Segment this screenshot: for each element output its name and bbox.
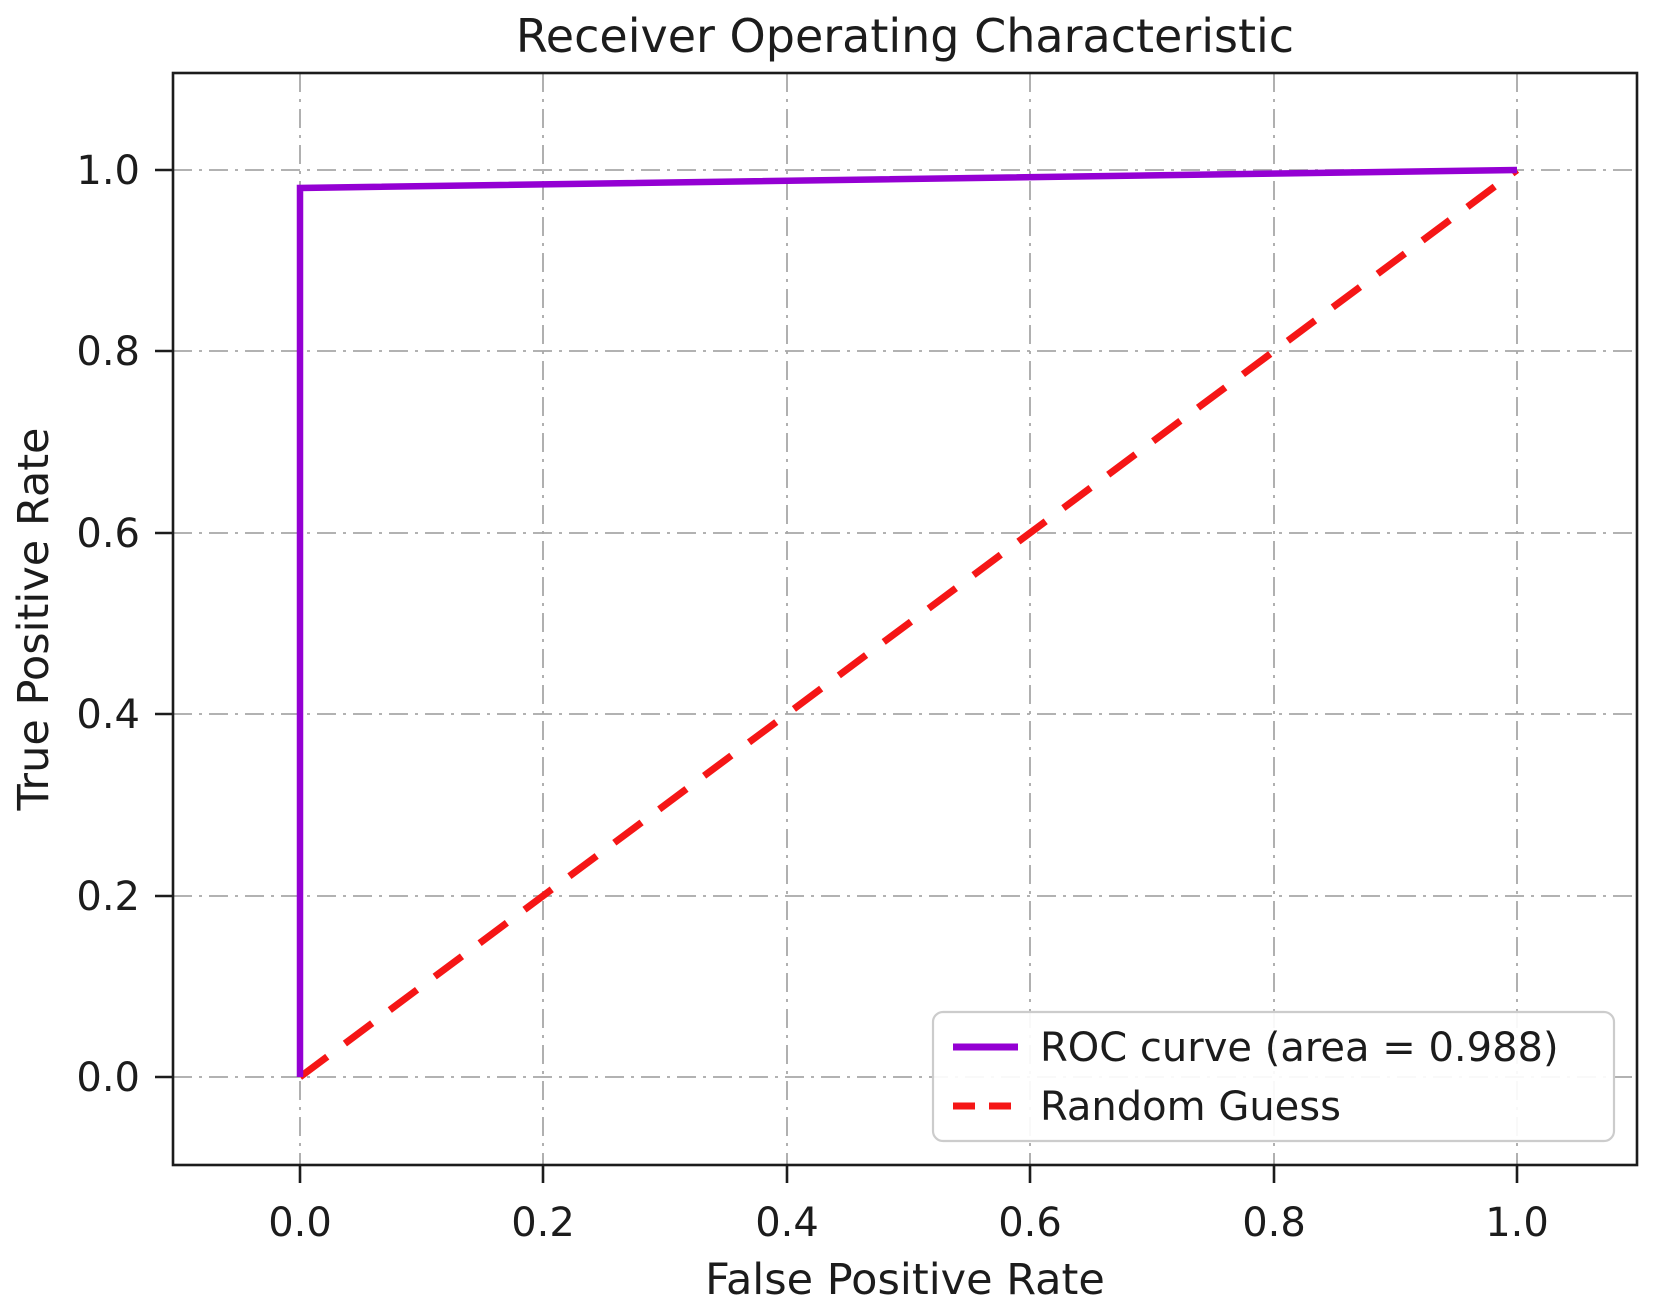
y-tick-label: 0.6 [76, 511, 140, 557]
x-axis-label: False Positive Rate [705, 1255, 1105, 1305]
y-tick-label: 1.0 [76, 148, 140, 194]
x-tick-label: 0.2 [511, 1200, 575, 1246]
grid [173, 73, 1637, 1165]
y-ticks [155, 168, 173, 1079]
y-tick-label: 0.8 [76, 329, 140, 375]
legend-random-guess-label: Random Guess [1040, 1084, 1341, 1130]
x-ticks [298, 1165, 1519, 1183]
x-tick-label: 0.6 [998, 1200, 1062, 1246]
x-tick-label: 0.4 [755, 1200, 819, 1246]
y-tick-label: 0.0 [76, 1055, 140, 1101]
random-guess-line [297, 167, 1520, 1080]
chart-title: Receiver Operating Characteristic [516, 9, 1294, 63]
y-tick-label: 0.2 [76, 874, 140, 920]
legend-roc-label: ROC curve (area = 0.988) [1040, 1025, 1559, 1071]
x-tick-label: 0.0 [268, 1200, 332, 1246]
roc-curve-line [296, 166, 1518, 1077]
x-tick-label: 1.0 [1485, 1200, 1549, 1246]
legend-box [931, 1010, 1616, 1143]
x-tick-label: 0.8 [1242, 1200, 1306, 1246]
plot-border [171, 71, 1639, 1167]
y-tick-labels: 0.0 0.2 0.4 0.6 0.8 1.0 [76, 148, 140, 1101]
y-tick-label: 0.4 [76, 692, 140, 738]
x-tick-labels: 0.0 0.2 0.4 0.6 0.8 1.0 [268, 1200, 1549, 1246]
legend: ROC curve (area = 0.988) Random Guess [931, 1010, 1616, 1143]
y-axis-label: True Positive Rate [9, 427, 59, 811]
